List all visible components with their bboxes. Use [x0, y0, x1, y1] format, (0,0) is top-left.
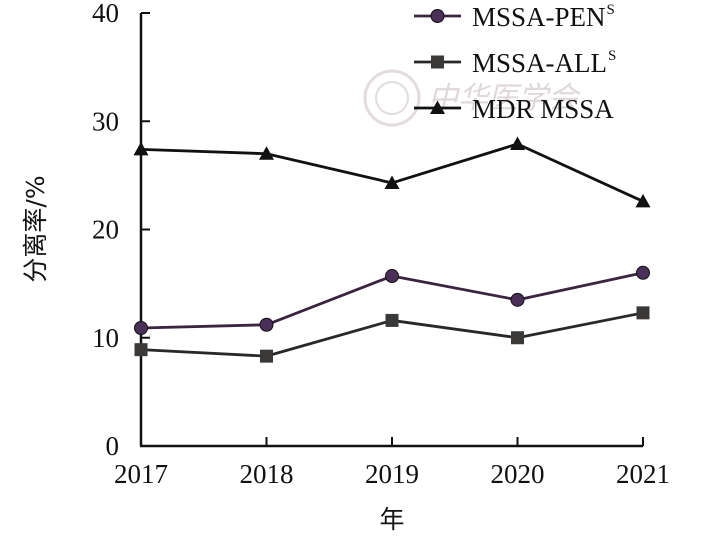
y-tick-label: 40 [92, 0, 119, 28]
data-point-mssa-all [134, 343, 148, 357]
data-point-mdr-mssa [510, 136, 525, 150]
data-point-mssa-pen [510, 292, 525, 307]
x-tick-label: 2017 [114, 459, 168, 489]
x-tick-label: 2021 [616, 459, 670, 489]
legend-item-mssa-pen: MSSA-PENS [414, 2, 615, 32]
axes: 0 10 20 30 40 2017 2018 2019 2020 2021 [92, 0, 670, 489]
data-point-mssa-pen [259, 317, 274, 332]
data-point-mssa-all [511, 331, 524, 345]
legend-marker [430, 100, 445, 114]
legend-marker [431, 55, 444, 69]
legend-label-text: MSSA-ALL [472, 48, 607, 78]
watermark-seal-inner [375, 81, 409, 115]
data-point-mdr-mssa [133, 141, 149, 156]
x-tick-label: 2019 [365, 459, 419, 489]
data-point-mssa-all [260, 349, 273, 363]
series-mdr-mssa [133, 136, 651, 208]
y-tick-label: 20 [92, 215, 119, 245]
data-point-mssa-pen [636, 265, 650, 280]
legend-label-text: MDR MSSA [472, 94, 614, 124]
watermark-text: 中华医学会 [428, 81, 581, 116]
x-tick-label: 2020 [491, 459, 545, 489]
data-point-mssa-pen [134, 321, 148, 336]
legend-label-text: MSSA-PEN [472, 2, 606, 32]
plot-area [133, 136, 651, 363]
x-ticks: 2017 2018 2019 2020 2021 [114, 437, 670, 489]
series-mssa-all [134, 306, 650, 363]
legend-label: MSSA-ALLS [472, 48, 616, 78]
x-tick-label: 2018 [240, 459, 294, 489]
legend-label-superscript: S [607, 2, 615, 18]
data-point-mdr-mssa [384, 175, 400, 189]
data-point-mssa-pen [385, 269, 399, 284]
data-point-mssa-all [636, 306, 650, 320]
legend-item-mdr-mssa: MDR MSSA [414, 94, 614, 124]
watermark-seal-icon [363, 69, 421, 127]
legend-label-superscript: S [608, 48, 616, 64]
data-point-mdr-mssa [259, 146, 274, 160]
x-axis-title: 年 [379, 505, 404, 534]
y-tick-label: 0 [106, 431, 120, 461]
y-tick-label: 30 [92, 106, 119, 136]
data-point-mdr-mssa [635, 193, 651, 208]
y-axis-title: 分离率/% [21, 175, 50, 282]
y-ticks: 0 10 20 30 40 [92, 0, 150, 461]
series-line-mdr-mssa [140, 142, 644, 203]
y-tick-label: 10 [92, 323, 119, 353]
legend-label: MSSA-PENS [472, 2, 615, 32]
legend-item-mssa-all: MSSA-ALLS [414, 48, 616, 78]
legend-label: MDR MSSA [472, 94, 614, 124]
data-point-mssa-all [385, 313, 399, 327]
legend-marker [430, 9, 445, 23]
series-mssa-pen [134, 265, 650, 336]
watermark: 中华医学会 [363, 69, 581, 127]
